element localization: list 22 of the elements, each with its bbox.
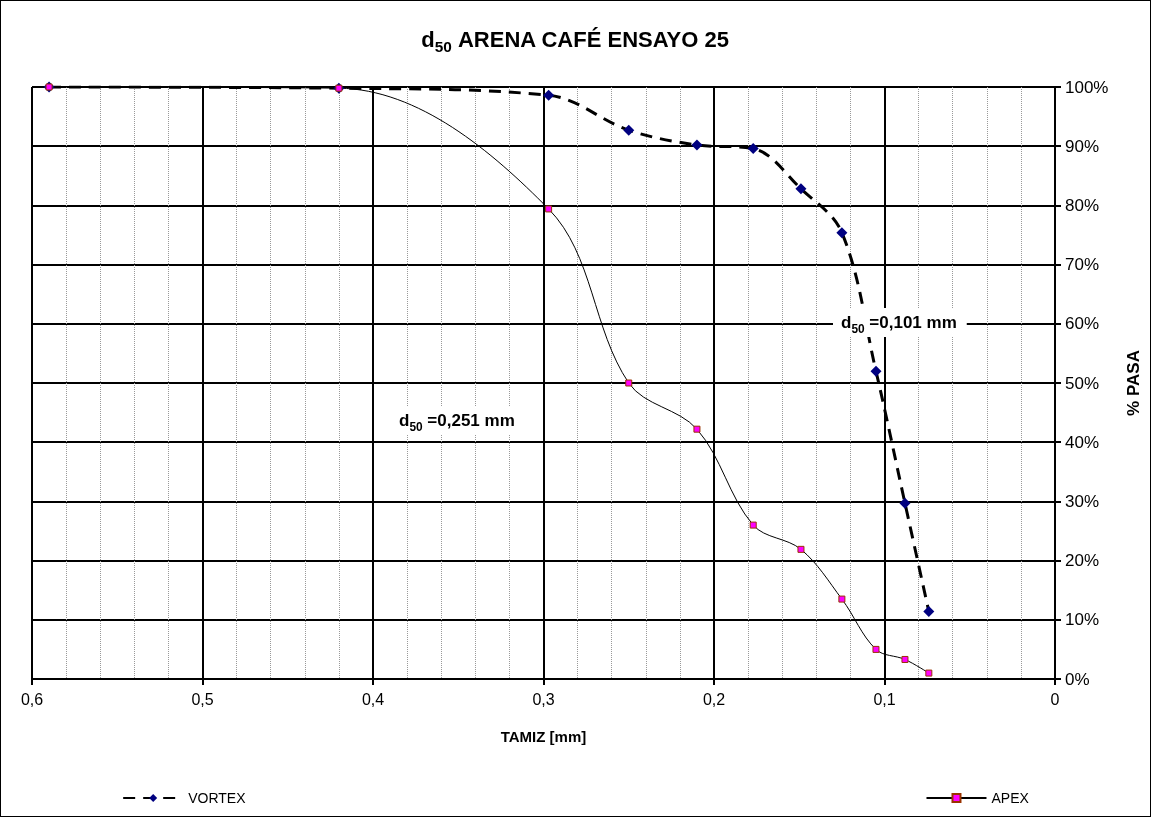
y-tick-label: 20% — [1065, 551, 1100, 571]
y-axis-title: % PASA — [1124, 350, 1143, 416]
legend-label: VORTEX — [188, 790, 247, 806]
x-axis-title: TAMIZ [mm] — [500, 728, 587, 745]
x-tick-label: 0 — [1050, 690, 1060, 708]
y-tick-label: 10% — [1065, 610, 1100, 630]
x-tick-label: 0,4 — [361, 690, 385, 708]
y-tick-label: 100% — [1065, 77, 1109, 97]
x-tick-label: 0,5 — [191, 690, 214, 708]
legend-label: APEX — [991, 790, 1030, 806]
y-tick-label: 30% — [1065, 491, 1100, 511]
x-tick-label: 0,3 — [532, 690, 555, 708]
y-tick-label: 80% — [1065, 195, 1100, 215]
y-tick-label: 0% — [1065, 669, 1090, 689]
y-tick-label: 90% — [1065, 136, 1100, 156]
y-tick-label: 50% — [1065, 373, 1100, 393]
x-tick-label: 0,1 — [873, 690, 896, 708]
x-tick-label: 0,6 — [20, 690, 44, 708]
x-tick-label: 0,2 — [702, 690, 726, 708]
y-tick-label: 40% — [1065, 432, 1100, 452]
y-tick-label: 60% — [1065, 314, 1100, 334]
y-tick-label: 70% — [1065, 255, 1100, 275]
